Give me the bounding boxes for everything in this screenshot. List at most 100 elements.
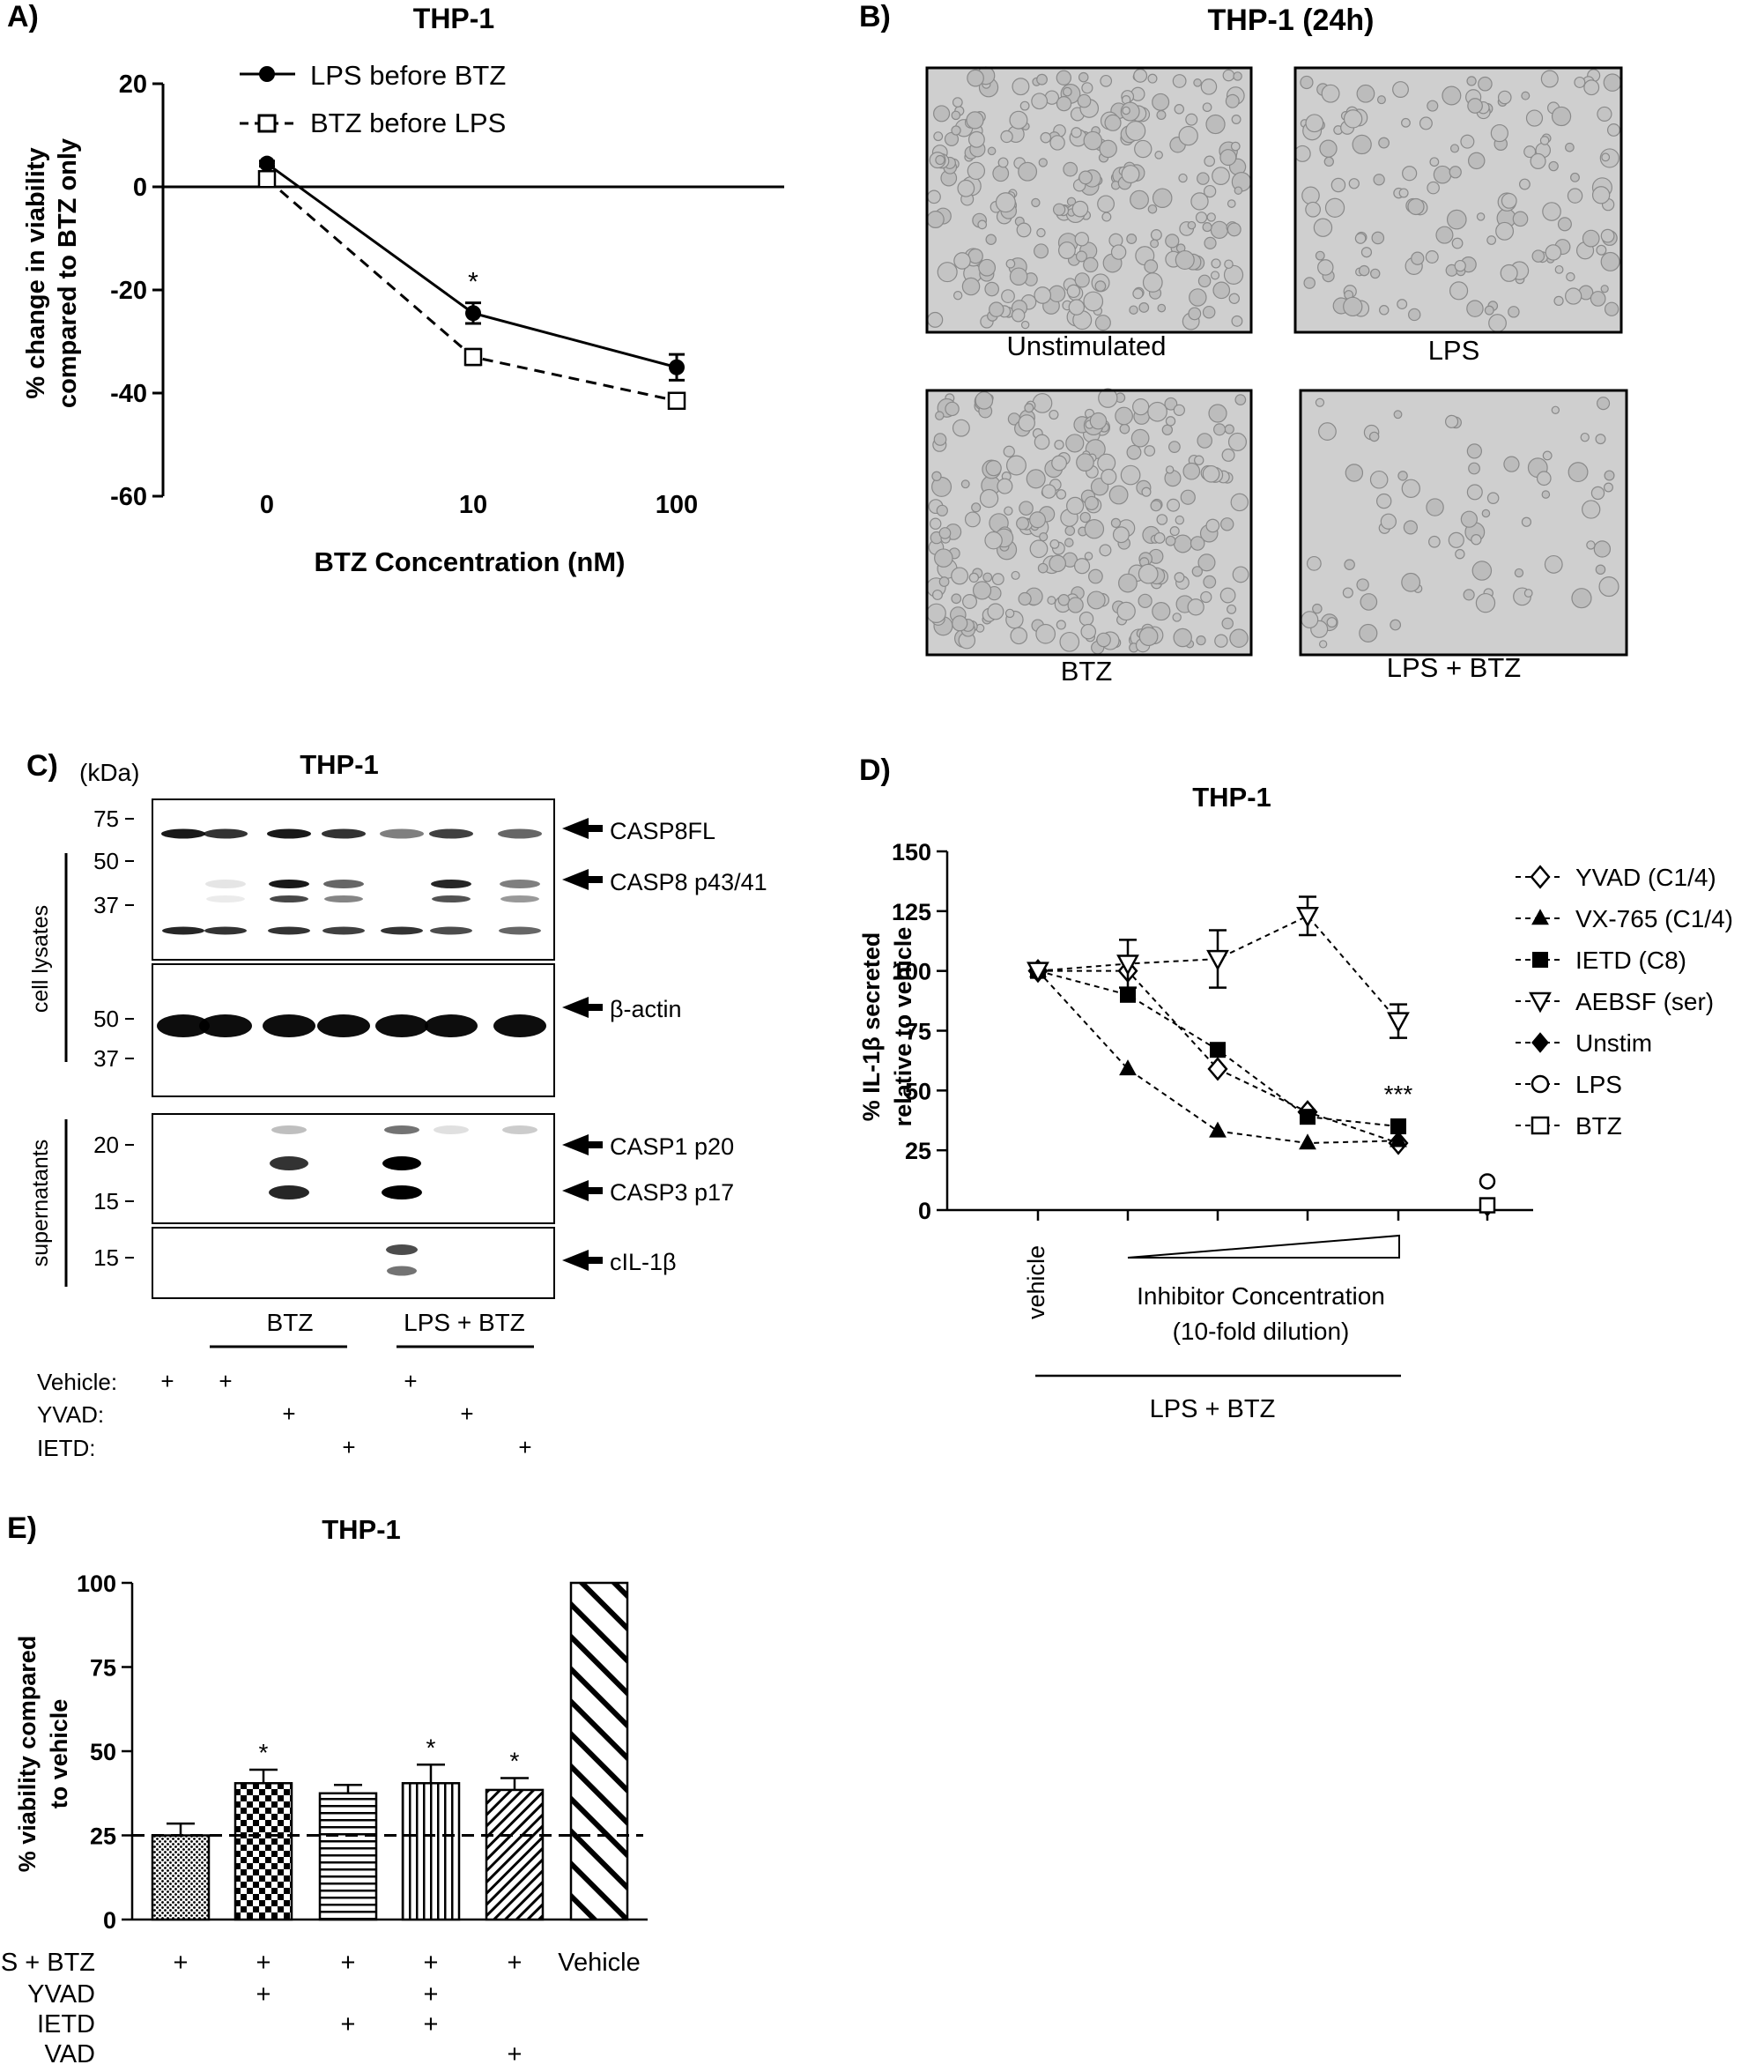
- cell: [1603, 73, 1622, 92]
- cell: [1165, 234, 1180, 249]
- panel-c: C) THP-1 (kDa) cell lysates supernatants…: [26, 749, 767, 1461]
- x-wedge-label-2: (10-fold dilution): [1173, 1318, 1350, 1345]
- cell: [1211, 258, 1221, 269]
- cell: [1356, 84, 1375, 103]
- band-casp8fl: [161, 828, 205, 839]
- cell: [1501, 192, 1517, 209]
- significance-label: *: [468, 267, 478, 296]
- cell: [1500, 264, 1518, 282]
- cell: [1323, 156, 1334, 167]
- cell: [1009, 267, 1028, 286]
- cell: [1040, 131, 1052, 144]
- cell: [1016, 516, 1030, 531]
- cell: [1403, 520, 1418, 535]
- row-mark: +: [508, 1949, 523, 1977]
- cell: [1165, 535, 1176, 546]
- cell: [1185, 113, 1198, 126]
- cell: [964, 511, 981, 528]
- cell: [985, 234, 997, 245]
- data-point: [1116, 954, 1139, 976]
- cell: [1301, 611, 1319, 629]
- cell: [1005, 455, 1027, 476]
- panel-d-title: THP-1: [1192, 782, 1271, 813]
- cell: [1223, 264, 1244, 285]
- cell: [1466, 76, 1477, 86]
- cell: [1601, 152, 1611, 162]
- cell: [1306, 555, 1322, 571]
- cell: [1144, 259, 1159, 274]
- x-group-label: LPS + BTZ: [1150, 1395, 1276, 1423]
- kda-tick-50a: 50: [93, 848, 119, 874]
- cell: [961, 277, 981, 296]
- bar: [401, 1782, 461, 1921]
- control-point: [1479, 1197, 1496, 1214]
- cell: [1203, 184, 1217, 198]
- y-tick-label: 0: [133, 174, 147, 202]
- cell: [1230, 493, 1249, 512]
- cell: [1108, 485, 1129, 505]
- blot-casp1-casp3: [152, 1113, 555, 1224]
- cell: [1512, 211, 1529, 227]
- cell: [1478, 76, 1493, 92]
- cell: [1138, 563, 1159, 584]
- cell: [1101, 212, 1112, 222]
- legend-label: BTZ: [1575, 1112, 1622, 1140]
- cell: [1397, 299, 1408, 310]
- arrow-label-casp1-p20: CASP1 p20: [610, 1133, 734, 1160]
- cell: [1521, 516, 1532, 527]
- row-mark: +: [256, 1980, 271, 2009]
- cell: [1486, 492, 1500, 504]
- band-actin: [263, 1014, 315, 1037]
- cell: [1540, 70, 1559, 88]
- treatment-mark: +: [219, 1368, 232, 1394]
- cell: [1034, 434, 1050, 450]
- cell: [1099, 544, 1112, 557]
- data-point: [463, 347, 483, 367]
- cell: [1059, 631, 1080, 652]
- cell: [1202, 221, 1212, 233]
- cell: [934, 548, 953, 568]
- cell: [1029, 539, 1049, 559]
- data-point: [1209, 1121, 1227, 1138]
- legend-label: IETD (C8): [1575, 947, 1686, 974]
- cell: [1100, 74, 1113, 87]
- cell: [1202, 464, 1220, 483]
- cell: [991, 573, 1004, 586]
- cell: [989, 301, 1004, 317]
- legend-label: VX-765 (C1/4): [1575, 905, 1733, 932]
- image-label-lps-btz: LPS + BTZ: [1387, 652, 1521, 683]
- row-label-ietd: IETD: [37, 2010, 95, 2039]
- cell: [1173, 404, 1185, 416]
- cell: [1147, 73, 1158, 84]
- cell: [1031, 197, 1041, 208]
- blot-il1b: [152, 1227, 555, 1299]
- cell: [1582, 229, 1600, 248]
- row-mark: +: [174, 1949, 189, 1977]
- cell: [1074, 232, 1090, 247]
- cell: [1180, 489, 1196, 505]
- cell: [1401, 117, 1411, 128]
- cell: [1018, 591, 1032, 606]
- panel-e: E) THP-1 100 75 50 25 0 * * * % viability comp…: [0, 1511, 648, 2068]
- panel-a-ylabel-2: compared to BTZ only: [54, 138, 82, 408]
- band-casp8-lower: [322, 926, 365, 935]
- cell: [1565, 142, 1575, 152]
- cell: [1130, 428, 1150, 448]
- cell: [1390, 619, 1402, 631]
- arrow-label-casp3-p17: CASP3 p17: [610, 1179, 734, 1206]
- cell: [951, 567, 969, 585]
- cell: [1066, 496, 1085, 515]
- row-mark: +: [508, 2040, 523, 2068]
- image-label-unstimulated: Unstimulated: [1007, 330, 1167, 361]
- panel-d-letter: D): [859, 754, 891, 787]
- cell: [979, 488, 999, 509]
- cell: [1049, 554, 1067, 573]
- panel-e-ylabel-2: to vehicle: [46, 1699, 72, 1809]
- series-line-0: [266, 162, 678, 369]
- cell: [1089, 412, 1108, 430]
- cell: [967, 69, 984, 87]
- data-point: [1119, 1059, 1137, 1076]
- cell: [1150, 500, 1162, 512]
- cell: [1293, 145, 1311, 162]
- blot-caspase8: [152, 798, 555, 961]
